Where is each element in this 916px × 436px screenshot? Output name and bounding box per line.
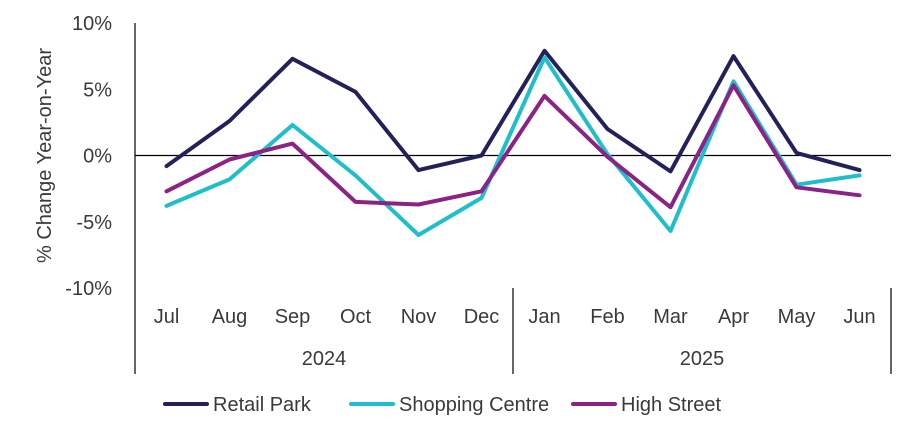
y-tick-label: 5% bbox=[83, 79, 112, 101]
x-tick-label: Jul bbox=[154, 306, 180, 328]
y-tick-label: -5% bbox=[76, 212, 112, 234]
legend-label: Retail Park bbox=[213, 394, 312, 416]
series-lines bbox=[164, 48, 862, 237]
x-group-labels: 2024 2025 bbox=[302, 348, 725, 370]
y-tick-label: 0% bbox=[83, 146, 112, 168]
x-tick-labels: Jul Aug Sep Oct Nov Dec Jan Feb Mar Apr May Jun bbox=[154, 306, 876, 328]
x-tick-label: May bbox=[778, 306, 816, 328]
x-tick-label: Feb bbox=[590, 306, 624, 328]
x-tick-label: Jan bbox=[528, 306, 560, 328]
x-tick-label: Aug bbox=[212, 306, 248, 328]
legend-label: High Street bbox=[621, 394, 721, 416]
axes-group bbox=[134, 23, 892, 374]
x-group-label: 2024 bbox=[302, 348, 347, 370]
x-tick-label: Oct bbox=[340, 306, 372, 328]
legend-label: Shopping Centre bbox=[399, 394, 549, 416]
series-line-high-street bbox=[164, 83, 862, 210]
series-line-retail-park bbox=[164, 48, 862, 174]
x-tick-label: Jun bbox=[843, 306, 875, 328]
x-group-label: 2025 bbox=[680, 348, 725, 370]
legend: Retail Park Shopping Centre High Street bbox=[163, 394, 721, 416]
y-tick-labels: 10% 5% 0% -5% -10% bbox=[65, 13, 112, 300]
x-tick-label: Mar bbox=[653, 306, 688, 328]
y-axis-title: % Change Year-on-Year bbox=[34, 48, 56, 263]
y-tick-label: -10% bbox=[65, 278, 112, 300]
x-tick-label: Dec bbox=[464, 306, 500, 328]
x-tick-label: Apr bbox=[718, 306, 749, 328]
x-tick-label: Nov bbox=[401, 306, 437, 328]
x-tick-label: Sep bbox=[275, 306, 311, 328]
y-tick-label: 10% bbox=[72, 13, 112, 35]
